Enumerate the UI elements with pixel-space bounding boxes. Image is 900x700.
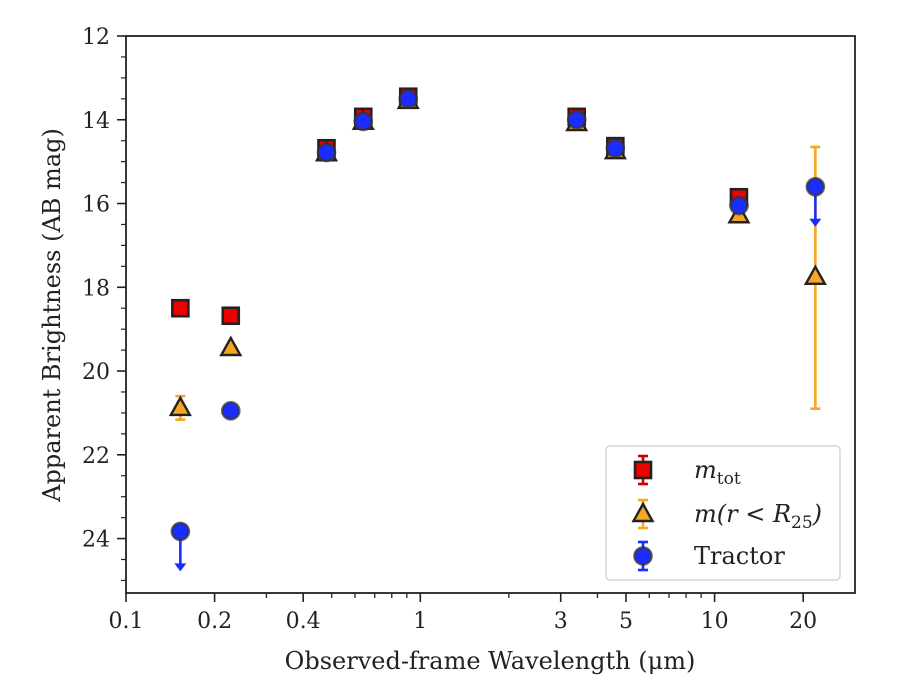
- x-tick-label: 0.1: [109, 609, 144, 634]
- plot-frame: [125, 35, 856, 594]
- plot-area: [168, 87, 827, 572]
- data-point: [221, 306, 241, 326]
- y-tick-label: 18: [82, 276, 110, 301]
- legend-label: mtot: [694, 456, 741, 489]
- upper-limit-arrow: [174, 563, 187, 572]
- data-point: [605, 138, 626, 159]
- data-point: [219, 335, 243, 357]
- x-tick-label: 0.2: [197, 609, 232, 634]
- x-axis-label: Observed-frame Wavelength (μm): [285, 647, 696, 675]
- legend-box: [605, 445, 841, 581]
- data-point: [316, 142, 337, 163]
- marker-triangle: [168, 395, 192, 417]
- x-tick-label: 10: [701, 609, 729, 634]
- data-point: [168, 395, 192, 417]
- y-tick-label: 20: [82, 360, 110, 385]
- marker-circle: [605, 138, 626, 159]
- legend-marker: [633, 460, 653, 480]
- data-point: [220, 401, 241, 421]
- marker-circle: [729, 195, 749, 216]
- y-axis-label: Apparent Brightness (AB mag): [38, 128, 66, 503]
- x-tick-label: 3: [554, 609, 568, 634]
- upper-limit-arrow: [809, 218, 822, 227]
- data-point: [353, 111, 374, 132]
- data-point: [803, 264, 827, 286]
- x-tick-label: 0.4: [286, 609, 321, 634]
- marker-circle: [220, 401, 241, 421]
- legend-marker: [631, 501, 655, 523]
- data-point: [170, 521, 191, 542]
- marker-square: [171, 298, 190, 318]
- marker-triangle: [803, 264, 827, 286]
- legend-label: m(r < R25): [694, 500, 822, 533]
- y-tick-label: 16: [82, 193, 110, 218]
- data-point: [729, 195, 749, 216]
- marker-circle: [353, 111, 374, 132]
- series-circle: [170, 89, 826, 572]
- marker-circle: [633, 546, 653, 566]
- legend-marker: [633, 546, 653, 566]
- x-tick-label: 1: [413, 609, 427, 634]
- y-tick-label: 22: [82, 444, 110, 469]
- marker-triangle: [631, 501, 655, 523]
- marker-circle: [805, 176, 826, 197]
- y-tick-label: 24: [82, 528, 110, 553]
- data-point: [566, 109, 587, 130]
- data-point: [398, 89, 419, 109]
- y-tick-label: 12: [82, 25, 110, 50]
- marker-circle: [316, 142, 337, 163]
- data-point: [171, 298, 190, 318]
- marker-triangle: [219, 335, 243, 357]
- x-axis: 0.1 0.2 0.4 1 3 5 10 20: [109, 593, 817, 634]
- x-tick-label: 5: [619, 609, 633, 634]
- y-tick-label: 14: [82, 109, 110, 134]
- marker-circle: [398, 89, 419, 109]
- marker-square: [221, 306, 241, 326]
- marker-circle: [170, 521, 191, 542]
- y-axis: 12 14 16 18 20 22 24: [82, 25, 126, 582]
- x-tick-label: 20: [789, 609, 817, 634]
- legend: mtot m(r < R25) Tractor: [605, 445, 841, 581]
- legend-label: Tractor: [694, 542, 785, 570]
- marker-circle: [566, 109, 587, 130]
- marker-square: [633, 460, 653, 480]
- data-point: [805, 176, 826, 197]
